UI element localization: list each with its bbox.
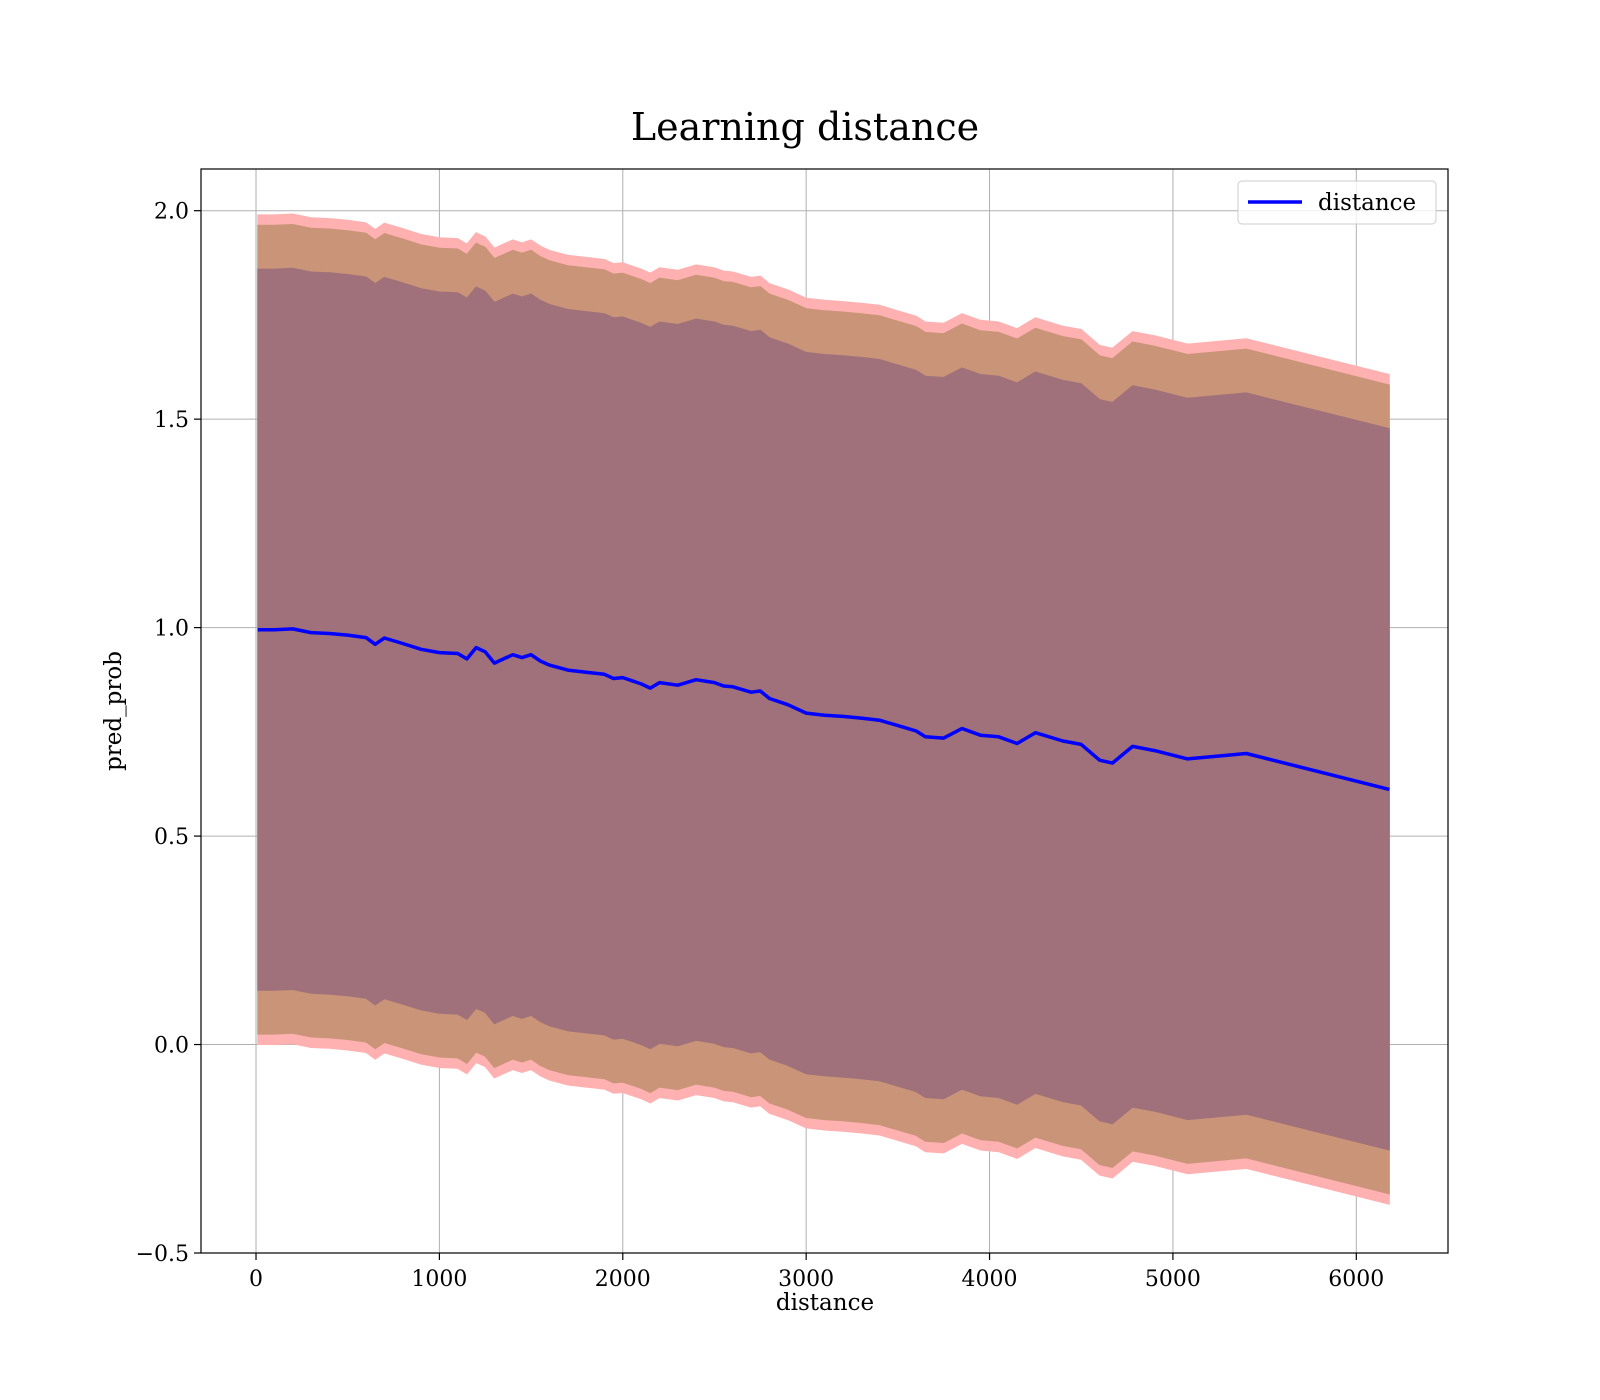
- y-tick-label: 1.5: [154, 408, 189, 433]
- x-tick-label: 0: [249, 1267, 263, 1292]
- confidence-bands: [257, 213, 1390, 1205]
- series-line-distance: [257, 627, 1390, 792]
- x-tick-label: 6000: [1328, 1267, 1384, 1292]
- axis-ticks: 0 1000 2000 3000 4000 5000 6000 −0.5 0.0 0.5 1.0 1.…: [136, 200, 1385, 1292]
- x-tick-label: 5000: [1145, 1267, 1201, 1292]
- legend: distance: [1237, 180, 1437, 225]
- legend-box: [1237, 180, 1437, 225]
- chart-title: Learning distance: [631, 105, 979, 149]
- x-tick-label: 4000: [962, 1267, 1018, 1292]
- y-tick-label: 2.0: [154, 200, 189, 225]
- y-tick-label: 1.0: [154, 617, 189, 642]
- legend-entry-distance: distance: [1318, 190, 1416, 216]
- y-tick-label: 0.5: [154, 825, 189, 850]
- x-tick-label: 1000: [411, 1267, 467, 1292]
- y-tick-label: 0.0: [154, 1034, 189, 1059]
- y-tick-label: −0.5: [136, 1242, 189, 1267]
- x-tick-label: 2000: [595, 1267, 651, 1292]
- series-line-layer: [257, 627, 1390, 792]
- plot-frame: [200, 168, 1449, 1254]
- x-tick-label: 3000: [778, 1267, 834, 1292]
- band-inner: [257, 267, 1390, 1151]
- y-axis-label: pred_prob: [101, 651, 127, 771]
- x-axis-label: distance: [776, 1290, 874, 1316]
